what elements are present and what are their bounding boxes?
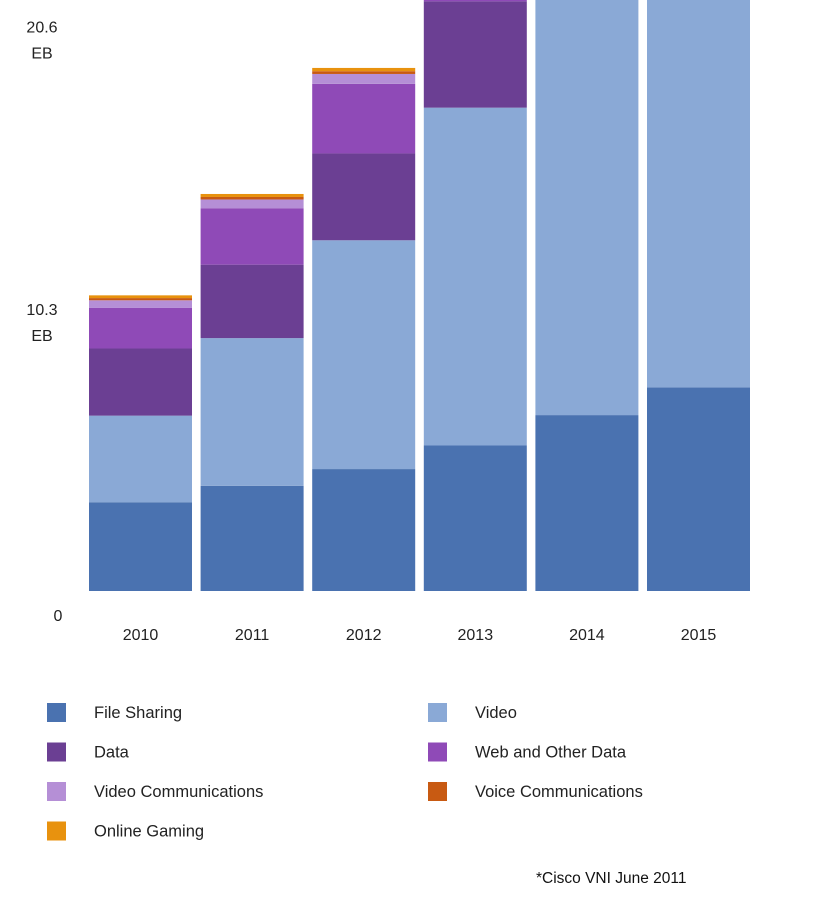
legend-swatch-voice-communications (428, 782, 447, 801)
bar-segment-online-gaming-2010 (89, 295, 192, 299)
legend-label-video-communications: Video Communications (94, 783, 263, 801)
bar-segment-video-communications-2011 (200, 199, 304, 209)
bar-segment-video-2015 (647, 0, 750, 388)
y-tick-label-20-6: 20.6 EB (26, 20, 57, 63)
bar-group-2011 (200, 193, 304, 591)
bar-group-2010 (89, 295, 192, 591)
source-note: *Cisco VNI June 2011 (536, 870, 687, 887)
bars-layer (89, 0, 750, 591)
legend-item-web-and-other-data: Web and Other Data (428, 742, 627, 762)
bar-segment-file-sharing-2015 (647, 387, 750, 591)
bar-segment-voice-communications-2011 (200, 196, 304, 200)
bar-segment-web-and-other-data-2013 (423, 0, 527, 2)
bar-segment-data-2011 (200, 264, 304, 339)
axis-layer: 2010 2011 2012 2013 2014 2015 0 10.3 EB 20.6 EB (26, 20, 716, 644)
x-tick-label-2010: 2010 (123, 627, 159, 644)
bar-segment-file-sharing-2010 (89, 502, 192, 591)
legend-item-voice-communications: Voice Communications (428, 782, 643, 801)
bar-segment-file-sharing-2011 (200, 485, 304, 591)
bar-segment-video-communications-2010 (89, 300, 192, 308)
bar-segment-video-communications-2012 (312, 73, 416, 84)
legend-label-voice-communications: Voice Communications (475, 783, 643, 801)
bar-segment-online-gaming-2011 (200, 193, 304, 197)
legend-item-file-sharing: File Sharing (47, 703, 182, 722)
bar-group-2013 (423, 0, 527, 591)
bar-group-2014 (535, 0, 639, 591)
bar-segment-voice-communications-2012 (312, 71, 416, 74)
y-tick-line: EB (31, 46, 52, 63)
bar-segment-voice-communications-2010 (89, 298, 192, 301)
bar-segment-data-2013 (423, 1, 527, 108)
y-tick-line: 0 (54, 608, 63, 625)
y-tick-line: 20.6 (26, 20, 57, 37)
legend-item-video: Video (428, 703, 517, 722)
bar-segment-file-sharing-2012 (312, 469, 416, 591)
legend-label-data: Data (94, 744, 130, 762)
bar-segment-data-2012 (312, 153, 416, 241)
bar-segment-file-sharing-2013 (423, 445, 527, 591)
bar-segment-video-2010 (89, 415, 192, 503)
legend-swatch-online-gaming (47, 821, 66, 841)
x-tick-label-2014: 2014 (569, 627, 605, 644)
legend-swatch-file-sharing (47, 703, 66, 722)
bar-segment-online-gaming-2012 (312, 67, 416, 72)
legend-item-online-gaming: Online Gaming (47, 821, 204, 841)
bar-segment-video-2014 (535, 0, 639, 416)
bar-segment-web-and-other-data-2012 (312, 83, 416, 154)
bar-segment-file-sharing-2014 (535, 415, 639, 591)
legend-label-file-sharing: File Sharing (94, 704, 182, 722)
x-tick-label-2013: 2013 (458, 627, 494, 644)
legend-swatch-data (47, 742, 66, 762)
bar-segment-data-2010 (89, 348, 192, 416)
y-tick-label-10-3: 10.3 EB (26, 302, 57, 345)
legend-swatch-video-communications (47, 782, 66, 801)
legend-swatch-video (428, 703, 447, 722)
y-tick-line: EB (31, 328, 52, 345)
legend-item-video-communications: Video Communications (47, 782, 263, 801)
bar-group-2012 (312, 67, 416, 591)
x-tick-label-2012: 2012 (346, 627, 382, 644)
legend-item-data: Data (47, 742, 130, 762)
legend-label-video: Video (475, 704, 517, 722)
bar-segment-web-and-other-data-2011 (200, 208, 304, 265)
bar-group-2015 (647, 0, 750, 591)
y-tick-label-0: 0 (54, 608, 63, 625)
x-tick-label-2011: 2011 (235, 627, 270, 644)
bar-segment-web-and-other-data-2010 (89, 307, 192, 349)
y-tick-line: 10.3 (26, 302, 57, 319)
x-tick-label-2015: 2015 (681, 627, 717, 644)
bar-segment-video-2013 (423, 107, 527, 446)
legend-label-web-and-other-data: Web and Other Data (475, 744, 627, 762)
bar-segment-video-2012 (312, 240, 416, 470)
legend: File Sharing Video Data Web and Other Data V… (47, 703, 643, 841)
legend-label-online-gaming: Online Gaming (94, 823, 204, 841)
bar-segment-video-2011 (200, 338, 304, 486)
legend-swatch-web-and-other-data (428, 742, 447, 762)
